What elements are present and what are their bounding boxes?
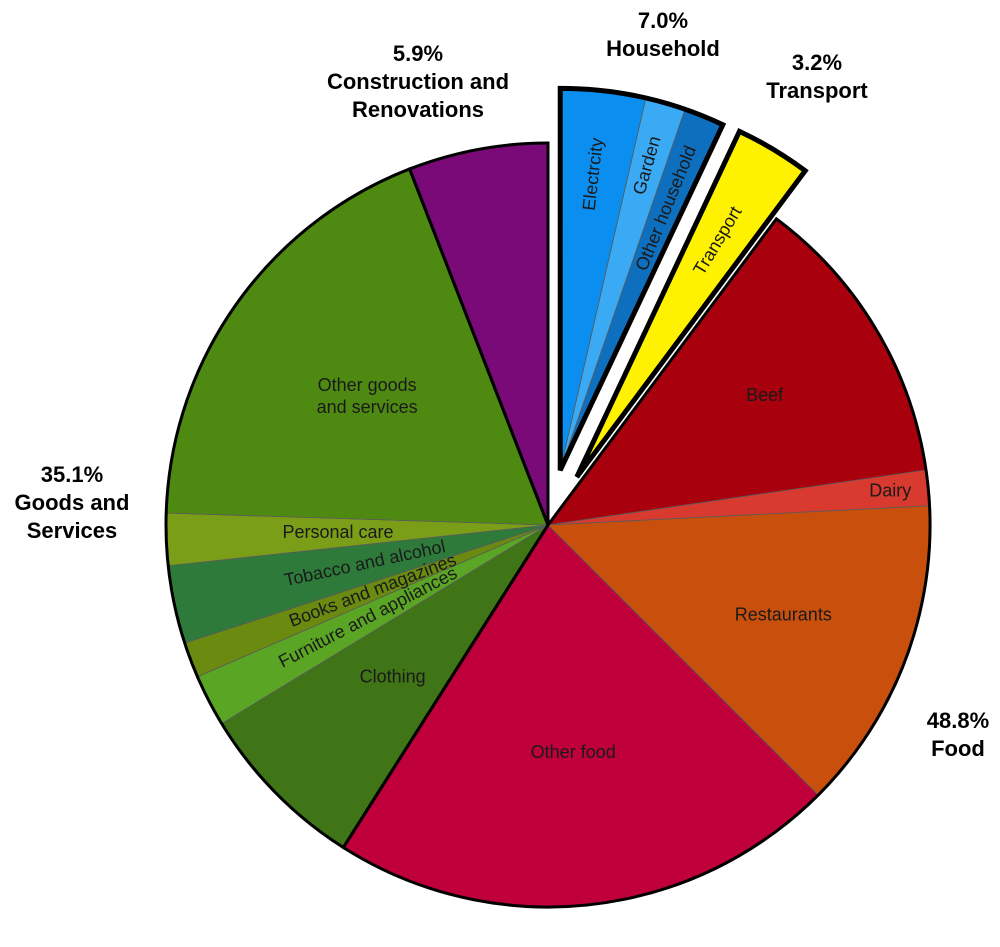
group-labels: 7.0% Household 3.2% Transport 48.8% Food 35.1%…: [15, 8, 990, 761]
slice-label-other-food: Other food: [531, 742, 616, 762]
group-outline-construction-and-renovations: [407, 141, 550, 526]
slice-label-beef: Beef: [746, 385, 784, 405]
group-outline-goods-and-services: [164, 167, 550, 850]
group-label-goods-and-services: 35.1% Goods and Services: [15, 462, 130, 543]
group-label-construction-and-renovations: 5.9% Construction and Renovations: [327, 41, 509, 122]
slice-label-other-goods-and-services: Other goods and services: [317, 375, 418, 417]
group-outline-household: [557, 85, 727, 472]
group-outlines: [164, 85, 932, 909]
slice-label-clothing: Clothing: [360, 666, 426, 686]
group-label-food: 48.8% Food: [927, 708, 989, 761]
group-label-transport: 3.2% Transport: [766, 50, 868, 103]
slice-label-restaurants: Restaurants: [735, 604, 832, 624]
slice-label-personal-care: Personal care: [282, 522, 393, 542]
slice-label-dairy: Dairy: [869, 480, 911, 500]
group-outline-transport: [574, 128, 809, 479]
group-label-household: 7.0% Household: [606, 8, 720, 61]
group-outline-food: [341, 216, 932, 909]
